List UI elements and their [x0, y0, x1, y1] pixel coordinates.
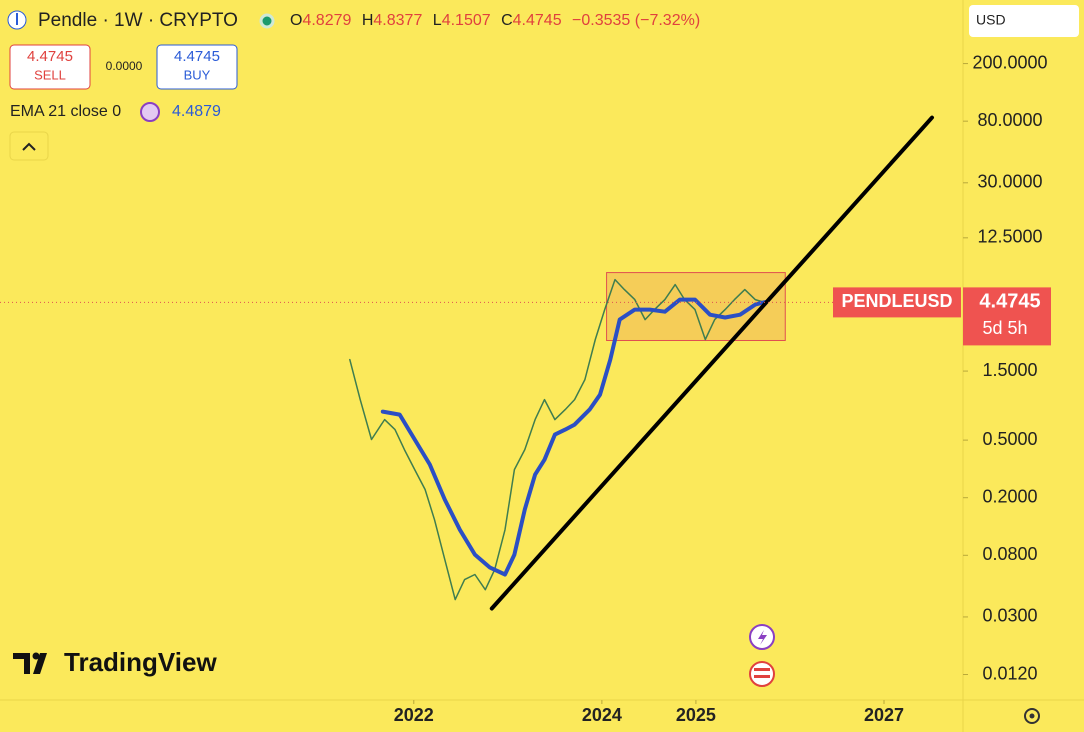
ohlc-label: L	[433, 12, 442, 29]
ohlc-label: O	[290, 12, 302, 29]
buy-button[interactable]	[156, 44, 238, 90]
y-tick-label: 0.0800	[982, 544, 1037, 564]
sell-price: 4.4745	[27, 48, 73, 65]
y-tick-label: 200.0000	[972, 52, 1047, 72]
sell-label: SELL	[34, 67, 66, 82]
price-tag	[963, 287, 1051, 346]
ohlc-value: 4.8279	[302, 12, 351, 29]
change: −0.3535 (−7.32%)	[572, 12, 700, 29]
y-tick-label: 12.5000	[977, 227, 1042, 247]
logo-text[interactable]: TradingView	[64, 647, 217, 677]
settings-icon-center	[1029, 713, 1035, 719]
flag-stripe	[754, 675, 770, 678]
market-status[interactable]	[259, 13, 275, 29]
y-tick-label: 0.5000	[982, 429, 1037, 449]
price-tag-countdown: 5d 5h	[982, 318, 1027, 338]
indicator-label[interactable]: EMA 21 close 0	[10, 103, 121, 120]
indicator-icon[interactable]	[140, 102, 160, 122]
logo-dot	[32, 652, 40, 660]
symbol-tag-label: PENDLEUSD	[841, 291, 952, 311]
flag-stripe	[754, 668, 770, 671]
ohlc-label: C	[501, 12, 513, 29]
y-tick-label: 1.5000	[982, 360, 1037, 380]
buy-price: 4.4745	[174, 48, 220, 65]
settings-icon[interactable]	[1024, 708, 1040, 724]
symbol-title[interactable]: Pendle · 1W · CRYPTO	[38, 10, 238, 31]
y-tick-label: 80.0000	[977, 110, 1042, 130]
symbol-tag	[833, 287, 961, 318]
ohlc-value: 4.1507	[442, 12, 491, 29]
x-tick-label: 2022	[394, 705, 434, 725]
spread: 0.0000	[106, 59, 143, 73]
ema-line	[380, 297, 767, 577]
collapse-icon	[22, 142, 36, 151]
y-tick-label: 30.0000	[977, 172, 1042, 192]
price-tag-value: 4.4745	[979, 291, 1040, 313]
symbol-icon-mark	[16, 13, 18, 25]
event-icon[interactable]	[749, 661, 775, 687]
collapse-button[interactable]	[9, 131, 49, 161]
ohlc-value: 4.8377	[373, 12, 422, 29]
currency-label: USD	[976, 12, 1006, 28]
price-line	[349, 278, 766, 601]
alert-glyph	[758, 630, 767, 645]
x-tick-label: 2024	[582, 705, 622, 725]
ohlc-value: 4.4745	[513, 12, 562, 29]
ohlc-label: H	[362, 12, 374, 29]
y-tick-label: 0.0120	[982, 663, 1037, 683]
range-box	[606, 272, 786, 341]
currency-select[interactable]	[969, 5, 1079, 37]
trendline	[489, 115, 934, 611]
buy-label: BUY	[184, 67, 211, 82]
plot	[0, 115, 963, 611]
x-tick-label: 2027	[864, 705, 904, 725]
indicator-value: 4.4879	[172, 103, 221, 120]
y-tick-label: 0.2000	[982, 486, 1037, 506]
y-tick-label: 0.0300	[982, 606, 1037, 626]
sell-button[interactable]	[9, 44, 91, 90]
x-tick-label: 2025	[676, 705, 716, 725]
ohlc: O4.8279 H4.8377 L4.1507 C4.4745 −0.3535 …	[290, 12, 700, 29]
